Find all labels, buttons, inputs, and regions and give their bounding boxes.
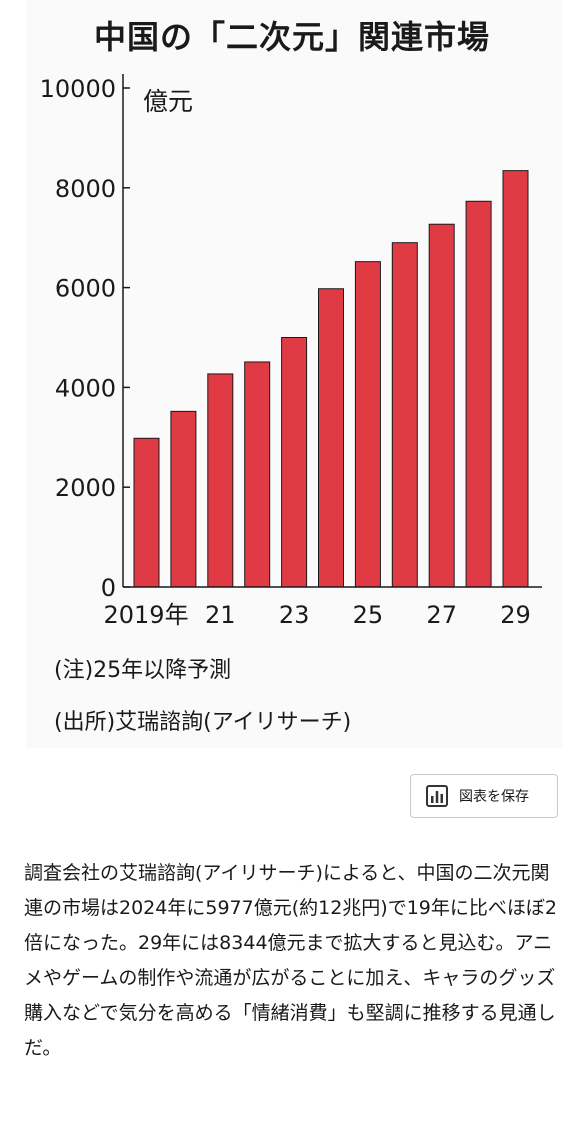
bar-2019	[133, 437, 160, 588]
y-tick-label: 4000	[55, 374, 116, 402]
bar-2025	[354, 261, 381, 588]
y-axis: 0 2000 4000 6000 8000 10000	[40, 74, 130, 602]
x-tick-label: 25	[353, 601, 384, 629]
bar-2022	[244, 361, 271, 588]
y-tick-label: 10000	[40, 75, 116, 103]
bar-2029	[502, 170, 529, 588]
bar-2026	[391, 242, 418, 588]
bar-2020	[170, 410, 197, 588]
chart-title: 中国の「二次元」関連市場	[93, 18, 490, 56]
x-tick-label: 27	[426, 601, 457, 629]
x-tick-label: 29	[500, 601, 531, 629]
note-source: (出所)艾瑞諮詢(アイリサーチ)	[54, 710, 352, 735]
y-tick-label: 2000	[55, 474, 116, 502]
bar-2028	[465, 200, 492, 588]
bar-chart-icon	[426, 785, 448, 807]
y-unit-label: 億元	[143, 87, 193, 116]
y-tick-label: 8000	[55, 175, 116, 203]
article-paragraph: 調査会社の艾瑞諮詢(アイリサーチ)によると、中国の二次元関連の市場は2024年に…	[24, 862, 557, 1059]
y-tick-label: 6000	[55, 275, 116, 303]
save-chart-button[interactable]: 図表を保存	[410, 774, 558, 818]
x-tick-label: 21	[205, 601, 236, 629]
x-axis: 2019年 21 23 25 27 29	[104, 586, 542, 629]
y-tick-label: 0	[101, 574, 116, 602]
bar-2027	[428, 223, 455, 588]
bars	[133, 170, 529, 588]
bar-2023	[281, 337, 308, 588]
x-tick-label: 23	[279, 601, 310, 629]
bar-chart: 0 2000 4000 6000 8000 10000 2019年 21 23 25 27 29 億…	[40, 74, 542, 629]
x-tick-label: 2019年	[104, 601, 189, 629]
bar-2021	[207, 373, 234, 588]
note-forecast: (注)25年以降予測	[54, 658, 232, 683]
bar-2024	[318, 288, 344, 588]
save-chart-label: 図表を保存	[459, 789, 529, 805]
